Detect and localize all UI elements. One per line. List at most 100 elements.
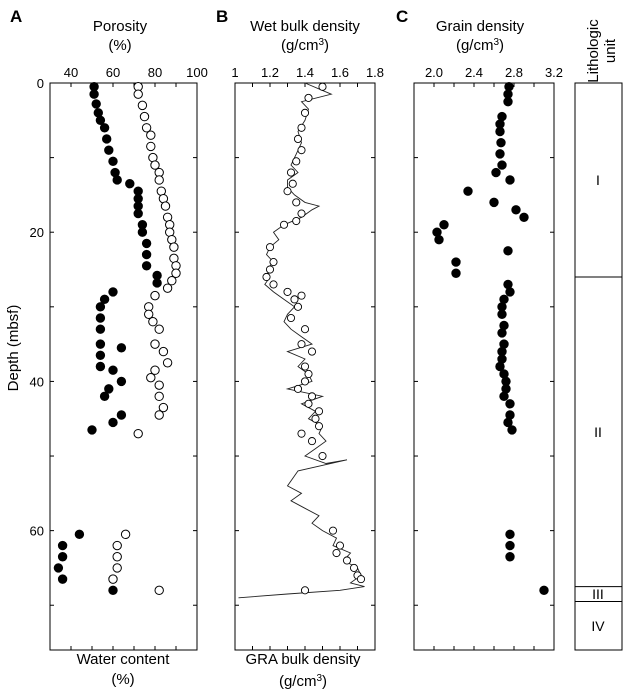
porosity-point [95,350,106,361]
wet-bulk-density-point [297,429,306,438]
panel-a-xlabel-unit: (%) [111,671,134,688]
wet-bulk-density-point [297,291,306,300]
x-tick-label: 2.8 [505,65,523,80]
panel-c-y-ticks [414,82,554,606]
panel-c-points [432,82,549,596]
wet-bulk-density-point [356,575,366,584]
panel-b-xlabel: GRA bulk density [245,651,361,668]
panel-b-title-unit: (g/cm3) [281,37,329,54]
x-tick-label: 2.0 [425,65,443,80]
porosity-point [116,343,127,353]
wet-bulk-density-point [297,340,306,349]
unit-label: II [594,424,602,440]
water-content-point [112,552,122,562]
unit-label: I [596,172,600,188]
grain-density-point [505,287,515,297]
grain-density-point [511,205,521,215]
wet-bulk-density-point [332,548,341,558]
x-tick-label: 1.8 [366,65,384,80]
porosity-point [95,115,106,126]
panel-a-y-ticks: 0 20 40 60 [30,76,197,606]
wet-bulk-density-point [292,216,301,226]
panel-a-xlabel: Water content [77,651,171,668]
water-content-point [146,141,156,152]
x-tick-label: 80 [148,65,162,80]
panel-a-x-ticks: 40 60 80 100 [49,65,208,650]
porosity-point [112,175,122,185]
wet-bulk-density-point [311,414,320,423]
wet-bulk-density-point [349,563,359,572]
wet-bulk-density-point [293,134,303,144]
grain-density-point [451,257,461,267]
water-content-point [144,309,154,319]
wet-bulk-density-point [279,220,289,229]
water-content-point [120,529,131,540]
porosity-point [116,410,127,420]
grain-density-point [505,399,515,409]
porosity-point [141,249,152,260]
porosity-point [95,339,106,349]
y-tick-label: 0 [37,76,44,91]
water-content-point [112,540,122,551]
porosity-point [104,384,114,394]
water-content-point [162,283,173,293]
wet-bulk-density-point [314,422,324,431]
wet-bulk-density-point [297,146,306,155]
panel-b-y-ticks [235,82,375,606]
porosity-point [133,208,143,219]
x-tick-label: 60 [106,65,120,80]
panel-c-x-ticks: 2.0 2.4 2.8 3.2 [413,65,563,650]
grain-density-point [499,391,509,402]
x-tick-label: 40 [64,65,78,80]
porosity-point [74,529,85,540]
grain-density-point [519,212,529,222]
panel-b-title: Wet bulk density [250,18,360,35]
wet-bulk-density-point [300,362,310,371]
wet-bulk-density-point [304,93,313,102]
wet-bulk-density-point [288,179,297,188]
water-content-point [150,290,160,301]
porosity-point [102,134,112,144]
porosity-point [108,156,118,167]
wet-bulk-density-point [269,280,278,289]
panel-c: C Grain density (g/cm3) 2.0 2.4 2.8 3.2 [396,7,563,651]
wet-bulk-density-point [293,384,303,393]
water-content-point [169,242,179,252]
y-axis-label: Depth (mbsf) [5,305,22,392]
panel-c-frame [413,82,555,651]
x-tick-label: 1 [231,65,238,80]
porosity-point [116,376,127,387]
panel-b-letter: B [216,7,228,26]
lithologic-frame [574,82,623,651]
wet-bulk-density-point [283,287,292,296]
wet-bulk-density-point [297,123,306,132]
wet-bulk-density-point [292,157,301,166]
water-content-point [112,563,122,573]
porosity-point [108,585,118,596]
y-tick-label: 60 [30,524,44,539]
wet-bulk-density-point [290,295,299,304]
water-content-point [158,346,169,357]
water-content-point [154,410,164,420]
grain-density-point [495,149,505,159]
x-tick-label: 3.2 [545,65,563,80]
grain-density-point [489,197,499,208]
wet-bulk-density-point [328,526,338,535]
wet-bulk-density-point [300,586,310,595]
water-content-point [146,130,156,140]
grain-density-point [503,246,513,256]
grain-density-point [505,540,515,551]
grain-density-point [507,425,517,435]
porosity-point [108,287,118,297]
wet-bulk-density-point [314,407,324,416]
water-content-point [148,317,158,327]
water-content-point [160,201,171,211]
wet-bulk-density-point [265,265,275,274]
water-content-point [133,89,143,99]
wet-bulk-density-point [304,399,313,408]
water-content-point [158,402,169,413]
grain-density-point [503,96,513,107]
